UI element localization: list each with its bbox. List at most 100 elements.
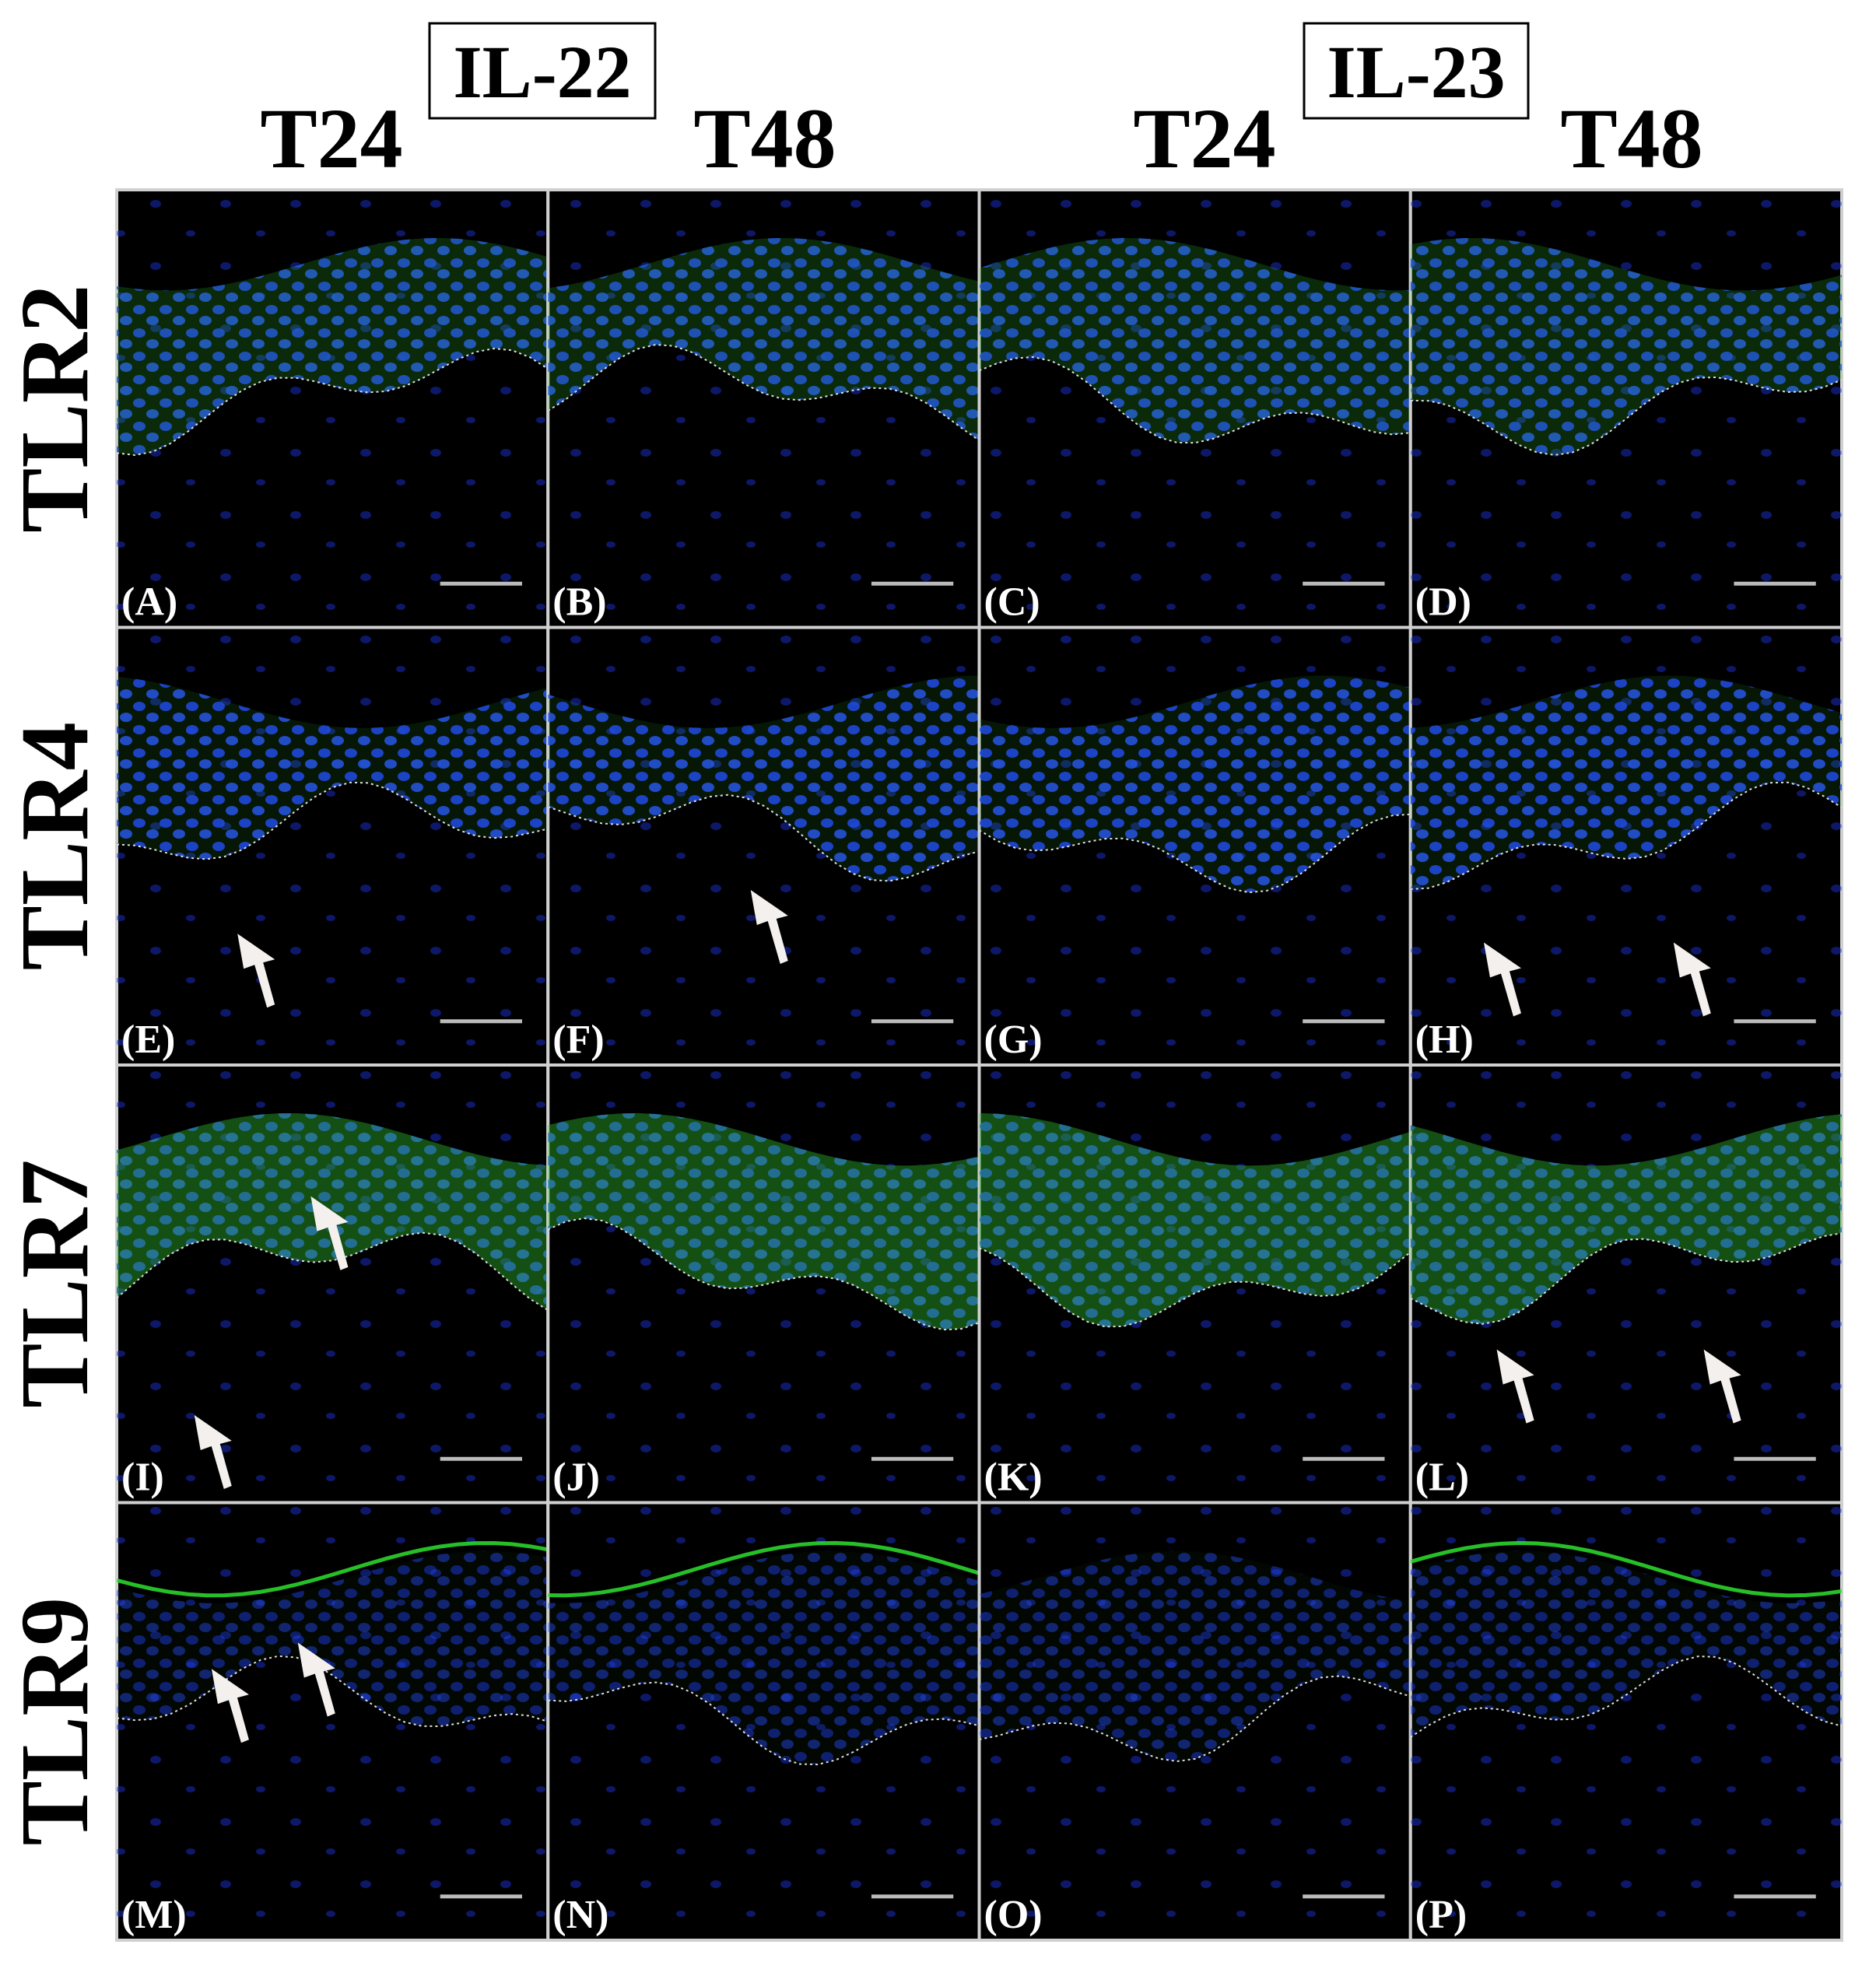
timepoint-label: T24 [260,91,402,186]
arrow [211,1669,249,1743]
micrograph-panel: (E) [115,625,550,1067]
epidermis-stain [979,1550,1411,1761]
epidermis [979,675,1411,893]
micrograph-panel: (I) [115,1063,550,1505]
epidermis-stain [117,237,549,455]
panel-label: (F) [552,1018,604,1062]
epidermis-stain [1410,1550,1842,1737]
row-label: TLR2 [2,284,109,533]
micrograph-panel: (L) [1408,1063,1843,1505]
arrow [750,890,788,964]
column-headers: IL-22 T24 T48 IL-23 T24 T48 [260,22,1703,186]
panel-content [548,1502,980,1940]
panel-content [979,190,1411,628]
micrograph-panel: (O) [977,1501,1412,1942]
panel-content [117,627,549,1065]
panel-label: (G) [984,1018,1043,1062]
epidermis [979,237,1411,443]
panel-label: (O) [984,1893,1043,1937]
panel-content [979,1065,1411,1503]
panel-content [979,627,1411,1065]
stratum-corneum [548,1540,980,1598]
panel-label: (I) [121,1456,164,1500]
panel-label: (L) [1415,1456,1469,1500]
group-label: IL-22 [453,30,631,114]
arrow [1496,1349,1534,1424]
epidermis [979,1112,1411,1327]
timepoint-label: T48 [1560,91,1702,186]
group-box [428,22,657,120]
basement-membrane [1410,377,1842,456]
panel-content [1410,1502,1842,1940]
epidermis-stain [979,237,1411,443]
micrograph-panel: (P) [1408,1501,1843,1942]
arrow [237,934,275,1008]
panel-content [1410,190,1842,628]
panel-label: (K) [984,1456,1043,1500]
micrograph-panel: (G) [977,625,1412,1067]
arrow [1483,942,1521,1017]
micrograph-panel: (B) [546,188,981,629]
epidermis [117,237,549,455]
epidermis-stain [548,1550,980,1765]
epidermis [117,1550,549,1727]
epidermis-stain [1410,1114,1842,1324]
timepoint-label: T24 [1133,91,1275,186]
basement-membrane [979,1675,1411,1763]
panel-label: (H) [1415,1018,1474,1062]
micrograph-panel: (J) [546,1063,981,1505]
epidermis [548,1112,980,1330]
micrograph-panel: (M) [115,1501,550,1942]
basement-membrane [1410,1655,1842,1738]
epidermis-stain [1410,675,1842,889]
micrograph-panel: (N) [546,1501,981,1942]
panel-content [1410,627,1842,1065]
arrow [194,1415,232,1489]
panel-label: (J) [552,1456,600,1500]
micrograph-panel: (C) [977,188,1412,629]
row-label: TLR9 [2,1597,109,1846]
epidermis [979,1550,1411,1761]
epidermis-stain [548,675,980,881]
basement-membrane [548,344,980,442]
timepoint-label: T48 [693,91,836,186]
basement-membrane [548,794,980,882]
panel-label: (A) [121,580,177,625]
basement-membrane [1410,781,1842,890]
epidermis [1410,238,1842,455]
basement-membrane [979,356,1411,444]
panel-content [548,1065,980,1503]
epidermis-stain [117,676,549,860]
basement-membrane [117,348,549,457]
epidermis-stain [979,1112,1411,1327]
arrow [1703,1349,1741,1424]
epidermis [1410,675,1842,889]
epidermis-stain [548,237,980,441]
arrow [310,1196,349,1270]
group-label: IL-23 [1327,30,1505,114]
basement-membrane [979,1247,1411,1328]
micrograph-panel: (H) [1408,625,1843,1067]
micrograph-panel: (K) [977,1063,1412,1505]
epidermis [548,237,980,441]
epidermis [1410,1550,1842,1737]
panel-label: (D) [1415,580,1471,625]
epidermis [117,676,549,860]
stratum-corneum [117,1541,549,1598]
panel-content [548,190,980,628]
micrograph-panel: (A) [115,188,550,629]
epidermis [1410,1114,1842,1324]
epidermis-stain [548,1112,980,1330]
panel-label: (N) [552,1893,608,1937]
panel-label: (B) [552,580,606,625]
epidermis [548,1550,980,1765]
panel-content [979,1502,1411,1940]
basement-membrane [979,813,1411,894]
basement-membrane [1410,1232,1842,1325]
panel-label: (C) [984,580,1040,625]
epidermis-stain [117,1550,549,1727]
panel-content [117,1065,549,1503]
arrow [1673,942,1711,1017]
arrow [297,1642,335,1717]
row-label: TLR7 [2,1159,109,1408]
